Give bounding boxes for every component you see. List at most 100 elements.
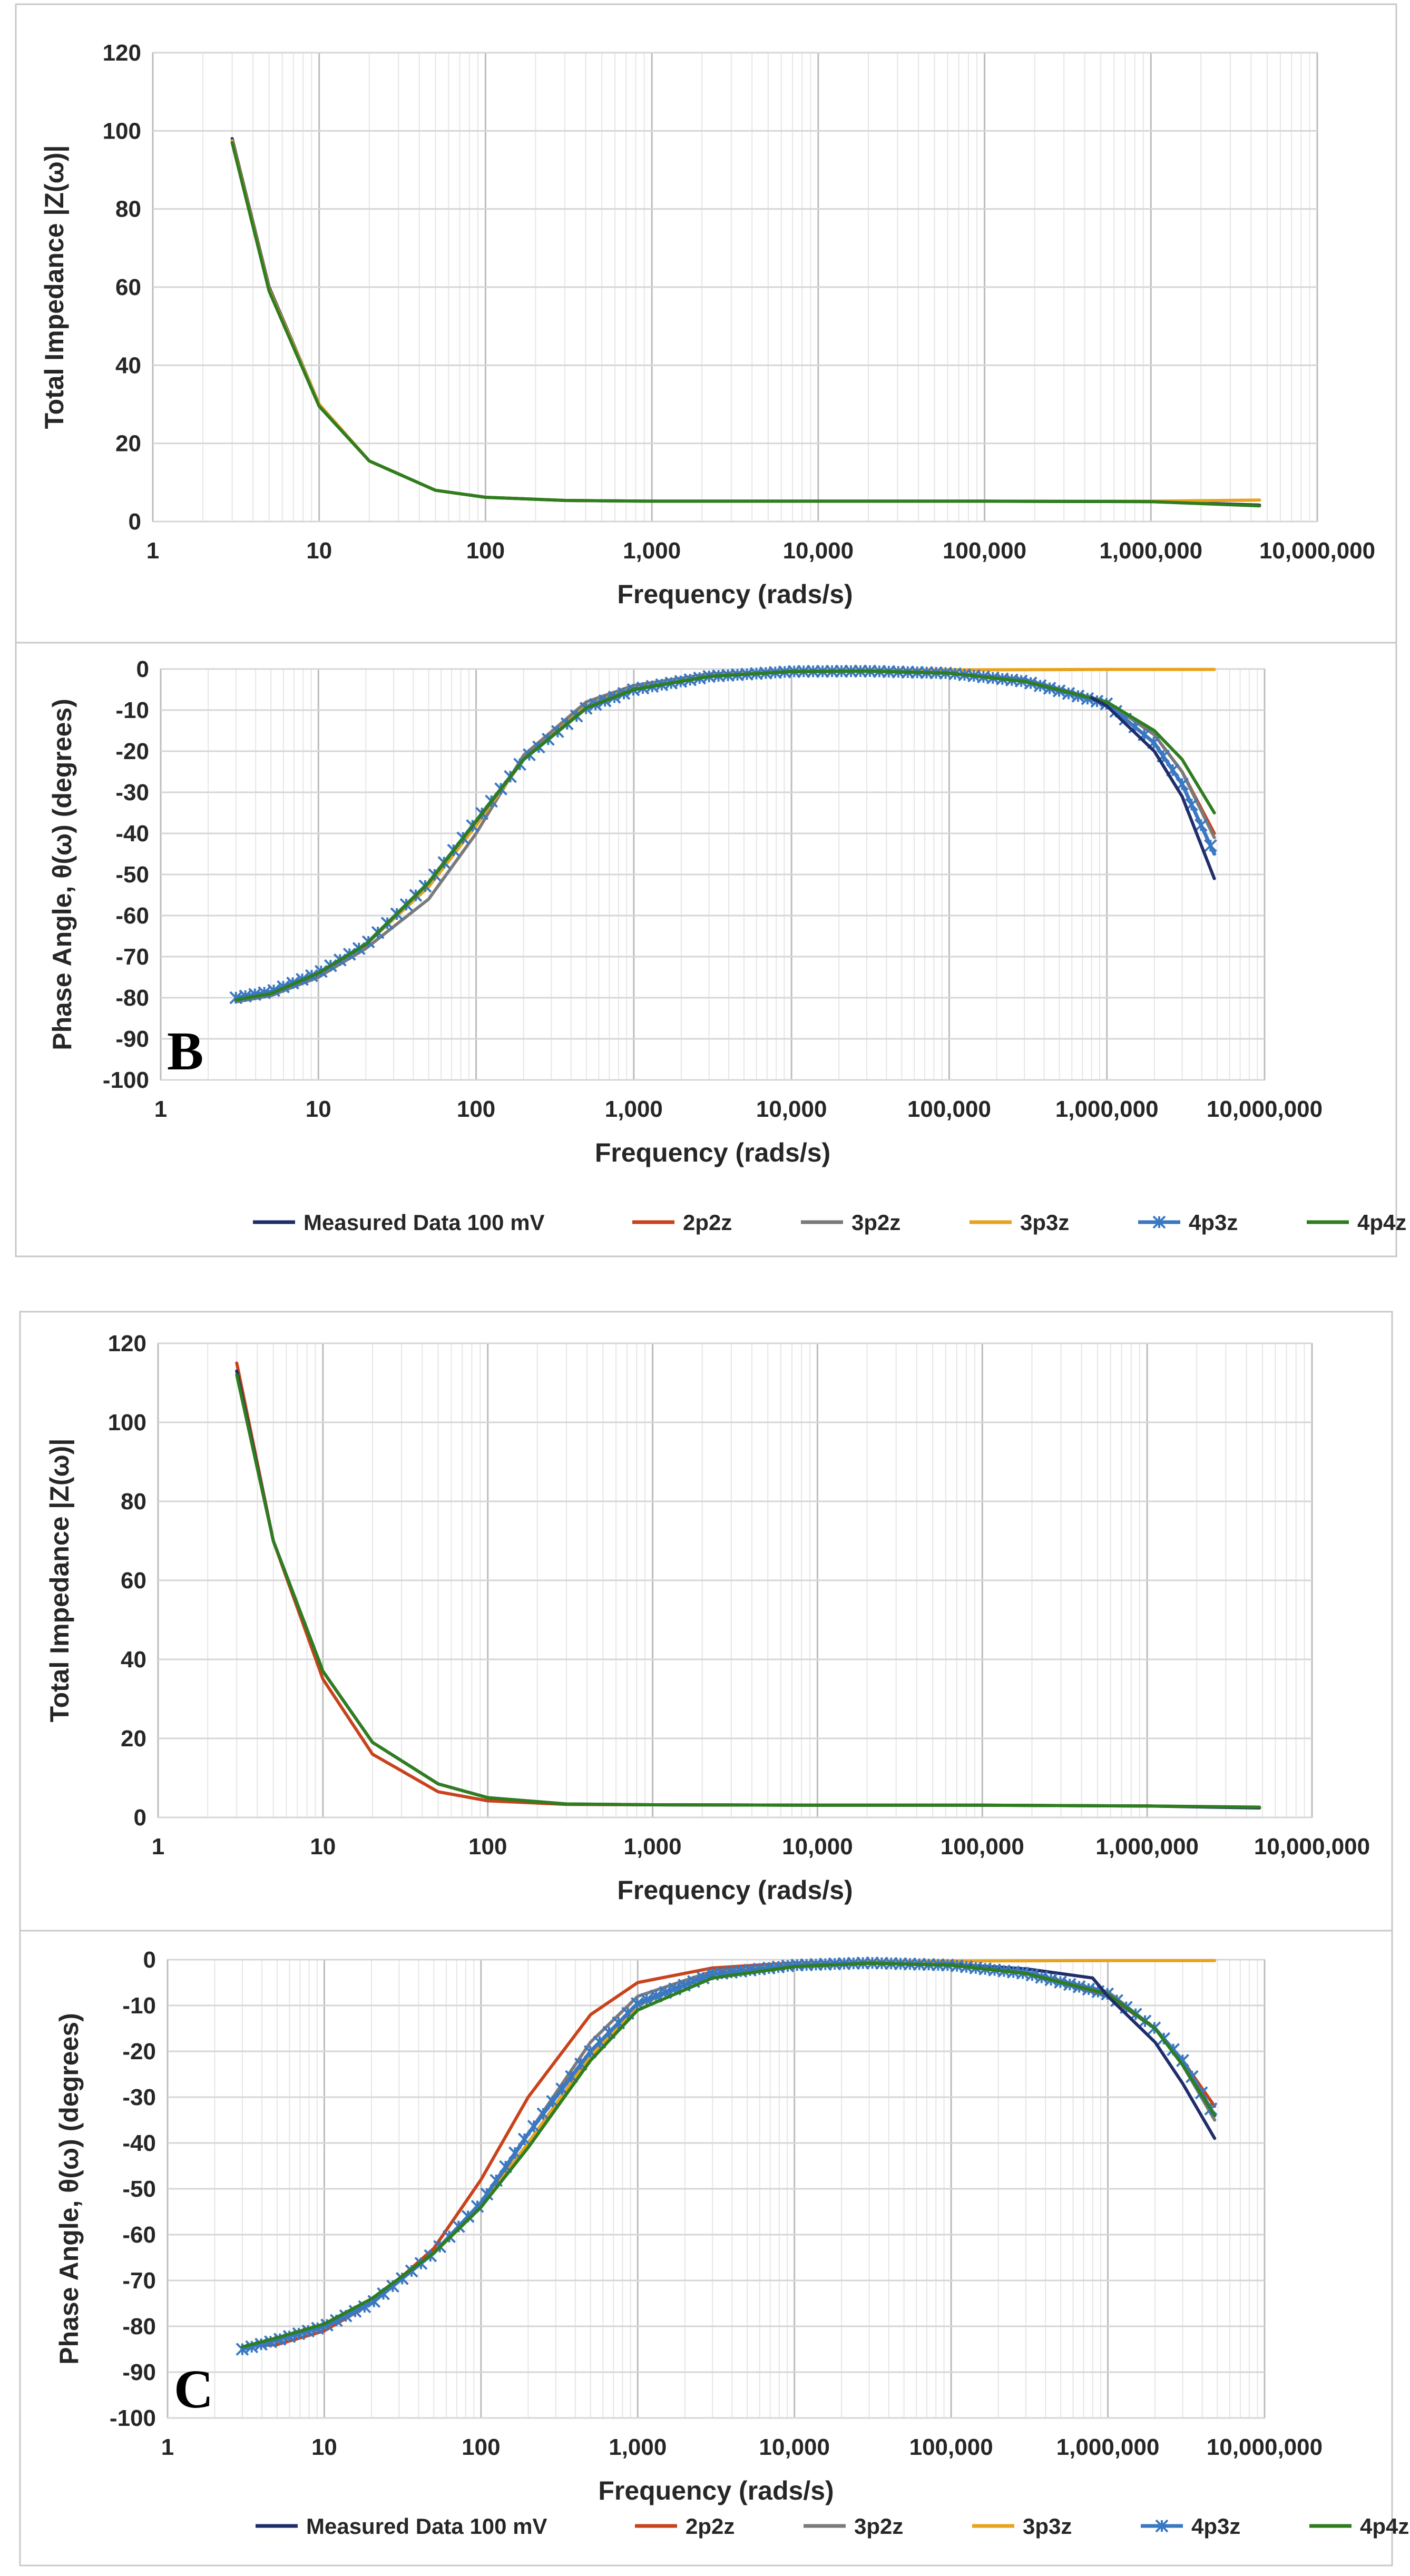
y-axis-label: Phase Angle, θ(ω) (degrees) (54, 2013, 84, 2365)
x-tick-label: 1,000 (609, 2434, 667, 2460)
x-tick-label: 1 (152, 1834, 164, 1860)
x-tick-label: 100,000 (909, 2434, 993, 2460)
y-tick-label: 60 (115, 274, 141, 300)
y-tick-label: -100 (110, 2405, 156, 2431)
legend-label-measured: Measured Data 100 mV (303, 1210, 545, 1235)
y-tick-label: -40 (122, 2130, 156, 2156)
y-tick-label: 40 (121, 1647, 146, 1673)
legend-label-3p2z: 3p2z (851, 1210, 900, 1235)
y-tick-label: 40 (115, 352, 141, 378)
y-tick-label: -90 (122, 2359, 156, 2385)
series-marker-4p3z (1203, 839, 1217, 852)
series-line-4p4z (230, 141, 1261, 508)
y-tick-label: -60 (122, 2222, 156, 2248)
legend-label-2p2z: 2p2z (683, 1210, 732, 1235)
x-tick-label: 1,000 (605, 1096, 663, 1122)
legend-marker-4p3z (1152, 1215, 1166, 1229)
y-tick-label: -70 (122, 2268, 156, 2294)
x-axis-label: Frequency (rads/s) (598, 2476, 834, 2505)
x-tick-label: 1 (154, 1096, 167, 1122)
y-axis-label: Phase Angle, θ(ω) (degrees) (47, 699, 77, 1050)
x-tick-label: 1,000,000 (1055, 1096, 1159, 1122)
y-tick-label: 120 (103, 40, 141, 66)
series-marker-4p3z (1194, 818, 1208, 832)
series-line-4p4z (235, 1373, 1261, 1809)
series-marker-4p3z (536, 2107, 550, 2121)
y-tick-label: -80 (122, 2314, 156, 2339)
series-line-4p4z (240, 1962, 1217, 2349)
y-axis-label: Total Impedance |Z(ω)| (45, 1439, 75, 1723)
series-line-4p4z (234, 669, 1216, 1001)
x-tick-label: 10 (310, 1834, 336, 1860)
x-tick-label: 1,000 (624, 1834, 682, 1860)
legend-label-3p2z: 3p2z (854, 2514, 903, 2539)
y-tick-label: -30 (115, 780, 149, 805)
series-marker-4p3z (517, 2132, 531, 2146)
y-tick-label: 0 (134, 1805, 146, 1831)
y-tick-label: 0 (129, 509, 141, 535)
y-tick-label: -10 (122, 1993, 156, 2019)
x-tick-label: 10,000,000 (1259, 538, 1375, 564)
x-tick-label: 10,000 (759, 2434, 830, 2460)
x-tick-label: 1 (146, 538, 159, 564)
legend-label-3p3z: 3p3z (1020, 1210, 1069, 1235)
panel-label: B (167, 1021, 203, 1081)
x-tick-label: 1,000,000 (1056, 2434, 1160, 2460)
y-tick-label: -20 (115, 739, 149, 764)
x-tick-label: 10,000,000 (1207, 1096, 1323, 1122)
x-tick-label: 100,000 (907, 1096, 991, 1122)
y-tick-label: 60 (121, 1568, 146, 1594)
legend-label-4p3z: 4p3z (1191, 2514, 1240, 2539)
x-axis-label: Frequency (rads/s) (617, 1875, 853, 1905)
y-tick-label: 0 (143, 1947, 156, 1973)
legend-label-2p2z: 2p2z (686, 2514, 735, 2539)
y-tick-label: 120 (108, 1331, 146, 1356)
y-tick-label: 20 (121, 1726, 146, 1752)
series-marker-4p3z (527, 2119, 541, 2133)
y-tick-label: -60 (115, 903, 149, 929)
y-tick-label: -80 (115, 985, 149, 1011)
legend-label-3p3z: 3p3z (1023, 2514, 1072, 2539)
series-line-measured (1091, 1976, 1217, 2140)
x-tick-label: 10,000,000 (1254, 1834, 1370, 1860)
x-tick-label: 10 (306, 538, 332, 564)
x-tick-label: 10,000 (782, 1834, 853, 1860)
x-tick-label: 10 (306, 1096, 331, 1122)
x-tick-label: 100 (466, 538, 505, 564)
y-tick-label: 80 (121, 1489, 146, 1515)
x-tick-label: 100,000 (943, 538, 1026, 564)
x-axis-label: Frequency (rads/s) (617, 579, 853, 609)
y-tick-label: 0 (136, 656, 149, 682)
x-tick-label: 1 (161, 2434, 174, 2460)
x-tick-label: 10,000 (756, 1096, 827, 1122)
x-tick-label: 10,000 (783, 538, 854, 564)
y-tick-label: -40 (115, 821, 149, 847)
series-line-measured (1090, 696, 1216, 880)
x-tick-label: 10,000,000 (1207, 2434, 1323, 2460)
legend-b: Measured Data 100 mV 2p2z 3p2z 3p3z 4p3z 4p4z (253, 1210, 1406, 1235)
legend-marker-4p3z (1155, 2519, 1169, 2533)
y-tick-label: 100 (108, 1410, 146, 1436)
panel-label: C (174, 2359, 213, 2420)
x-tick-label: 100 (462, 2434, 500, 2460)
legend-label-4p4z: 4p4z (1360, 2514, 1409, 2539)
y-tick-label: -10 (115, 697, 149, 723)
y-tick-label: -50 (115, 862, 149, 888)
y-tick-label: -30 (122, 2085, 156, 2110)
x-tick-label: 100 (468, 1834, 507, 1860)
x-axis-label: Frequency (rads/s) (595, 1138, 830, 1167)
x-tick-label: 100 (457, 1096, 495, 1122)
y-tick-label: 100 (103, 118, 141, 144)
y-tick-label: -20 (122, 2039, 156, 2064)
y-tick-label: 20 (115, 431, 141, 457)
x-tick-label: 10 (311, 2434, 337, 2460)
x-tick-label: 100,000 (941, 1834, 1024, 1860)
legend-label-4p4z: 4p4z (1357, 1210, 1406, 1235)
y-tick-label: -50 (122, 2176, 156, 2202)
y-tick-label: -100 (103, 1067, 149, 1093)
